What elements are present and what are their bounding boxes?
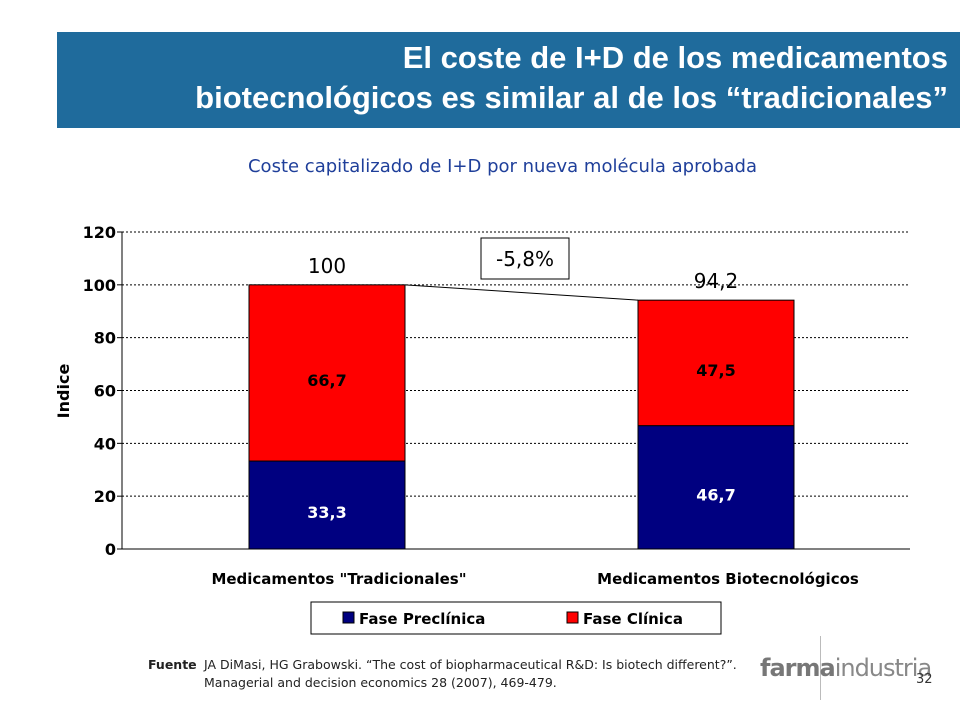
x-tick-label: Medicamentos "Tradicionales": [211, 570, 466, 588]
data-label: 46,7: [696, 485, 735, 504]
legend-label: Fase Preclínica: [359, 610, 485, 628]
y-tick-label: 40: [94, 434, 116, 453]
change-annotation-box: [480, 237, 570, 280]
change-annotation: -5,8%: [496, 247, 554, 271]
title-banner: El coste de I+D de los medicamentos biot…: [57, 32, 960, 128]
data-label: 66,7: [307, 371, 346, 390]
source-text: JA DiMasi, HG Grabowski. “The cost of bi…: [204, 657, 737, 690]
slide-title-line-2: biotecnológicos es similar al de los “tr…: [195, 80, 948, 115]
legend-label: Fase Clínica: [583, 610, 683, 628]
y-tick-label: 20: [94, 487, 116, 506]
total-label: 94,2: [694, 269, 739, 293]
y-tick-label: 60: [94, 382, 116, 401]
legend-swatch: [342, 611, 355, 624]
bar-segment: [637, 425, 795, 550]
data-label: 47,5: [696, 361, 735, 380]
total-label: 100: [308, 254, 346, 278]
y-tick-label: 100: [83, 276, 116, 295]
source-label: Fuente: [148, 657, 197, 672]
bar-segment: [637, 299, 795, 427]
legend-box: [310, 601, 722, 635]
chart-title: Coste capitalizado de I+D por nueva molé…: [247, 156, 757, 177]
legend-swatch: [566, 611, 579, 624]
bar-segment: [248, 284, 406, 462]
change-connector: [404, 284, 639, 301]
y-tick-label: 0: [105, 540, 116, 559]
data-label: 33,3: [307, 503, 346, 522]
source-colon: :: [188, 657, 193, 672]
page-number: 32: [916, 672, 933, 687]
x-tick-label: Medicamentos Biotecnológicos: [597, 570, 859, 588]
logo-divider: [820, 636, 821, 700]
y-tick-label: 80: [94, 329, 116, 348]
bar-segment: [248, 460, 406, 550]
farmaindustria-logo: farmaindustria: [760, 654, 932, 682]
y-axis-label: Indice: [54, 364, 73, 419]
y-tick-label: 120: [83, 223, 116, 242]
slide-title-line-1: El coste de I+D de los medicamentos: [402, 40, 948, 75]
